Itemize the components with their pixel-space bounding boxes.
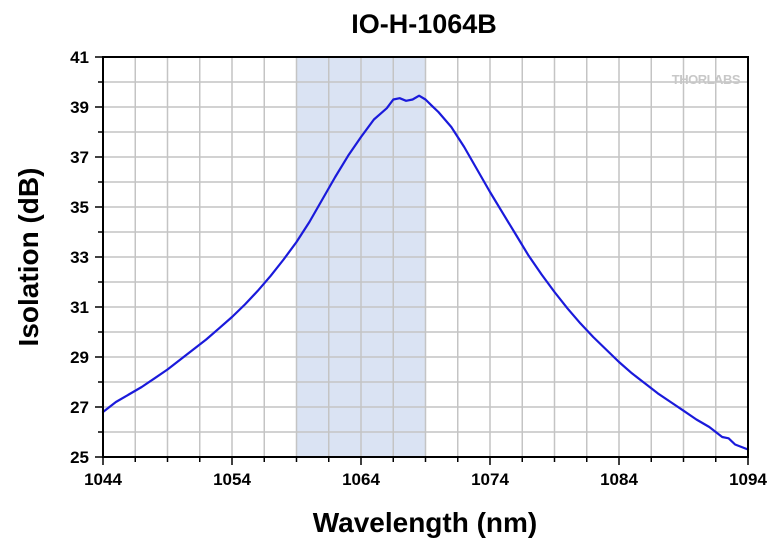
- x-tick-label: 1044: [84, 470, 122, 489]
- x-tick-label: 1084: [600, 470, 638, 489]
- y-tick-label: 33: [70, 248, 89, 267]
- thorlabs-watermark: THORLABS: [672, 72, 741, 87]
- y-tick-label: 39: [70, 98, 89, 117]
- y-tick-label: 29: [70, 348, 89, 367]
- series-line-isolation: [101, 94, 750, 451]
- x-tick-label: 1094: [729, 470, 767, 489]
- x-tick-label: 1054: [213, 470, 251, 489]
- y-tick-label: 41: [70, 48, 89, 67]
- y-tick-label: 37: [70, 148, 89, 167]
- x-tick-label: 1064: [342, 470, 380, 489]
- y-tick-label: 35: [70, 198, 89, 217]
- y-axis-label: Isolation (dB): [13, 168, 44, 347]
- y-tick-label: 31: [70, 298, 89, 317]
- y-tick-label: 27: [70, 398, 89, 417]
- y-tick-label: 25: [70, 448, 89, 467]
- x-tick-label: 1074: [471, 470, 509, 489]
- chart-title: IO-H-1064B: [351, 9, 497, 39]
- plot-area: 1044 1054 1064 1074 1084 1094 25 27 29 31 33 35 37 39…: [70, 48, 767, 489]
- x-axis-label: Wavelength (nm): [313, 507, 538, 538]
